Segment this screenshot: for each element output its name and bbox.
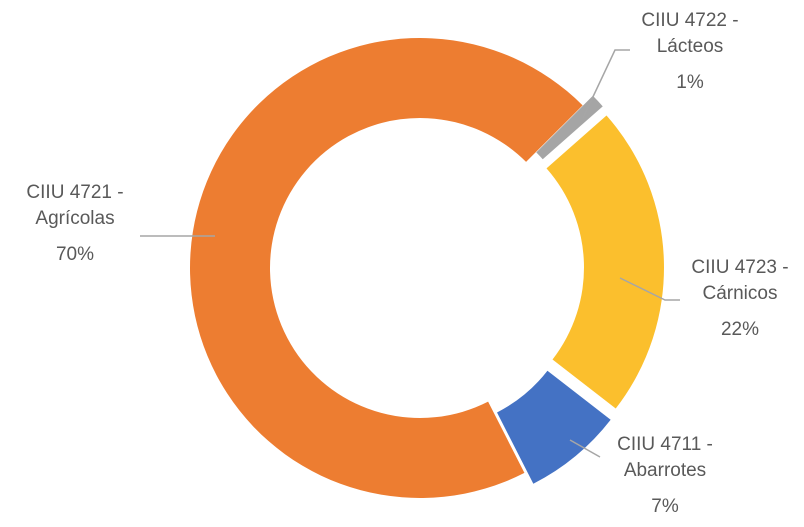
category-label: CIIU 4721 - Agrícolas	[26, 182, 124, 229]
value-label: 7%	[651, 496, 679, 517]
leader-line	[619, 277, 680, 301]
value-label: 1%	[676, 72, 704, 93]
category-label: CIIU 4722 - Lácteos	[641, 10, 739, 57]
category-label: CIIU 4711 - Abarrotes	[617, 434, 713, 481]
donut-segment	[190, 37, 583, 498]
category-label: CIIU 4723 - Cárnicos	[691, 257, 789, 304]
value-label: 70%	[55, 244, 95, 265]
leader-line	[569, 439, 601, 458]
donut-segment	[497, 370, 611, 484]
leader-line	[582, 49, 630, 119]
value-label: 22%	[720, 319, 760, 340]
donut-segment	[546, 115, 664, 409]
